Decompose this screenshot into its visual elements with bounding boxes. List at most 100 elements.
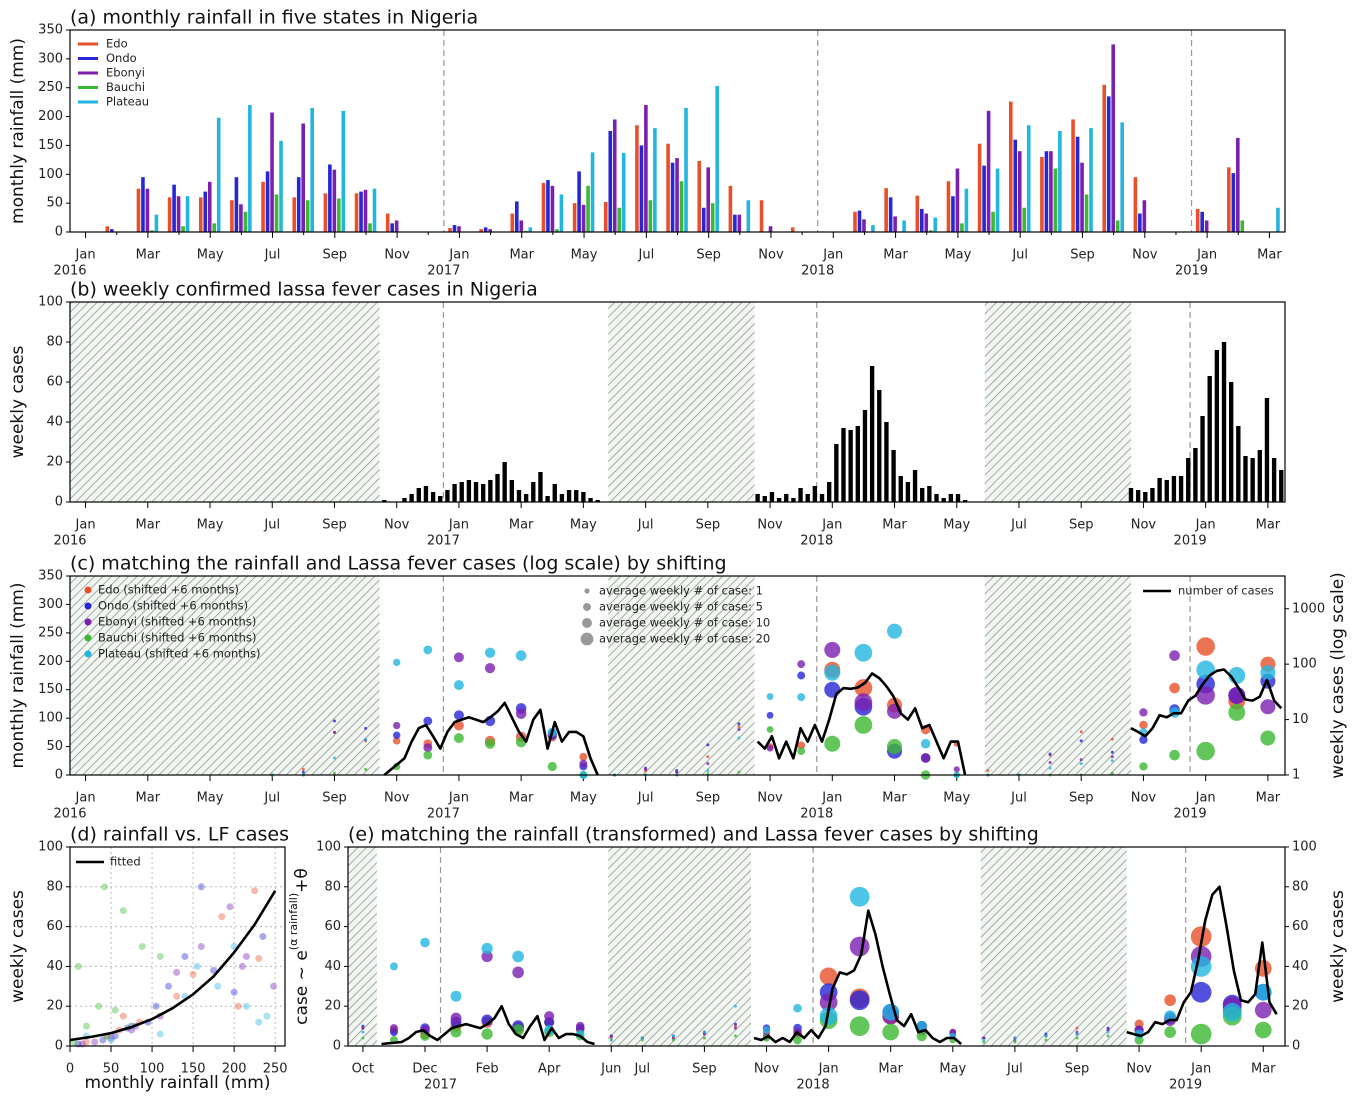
x-tick-label: Feb [476, 1062, 499, 1077]
bar [617, 207, 622, 232]
bar [1102, 84, 1107, 232]
bar [452, 484, 457, 502]
legend-label: Bauchi [106, 80, 145, 94]
point [733, 1026, 737, 1030]
bar [1257, 450, 1262, 502]
size-legend-marker [584, 588, 590, 594]
point [1079, 762, 1083, 766]
x-tick-label: 0 [66, 1062, 74, 1077]
point [263, 1012, 271, 1020]
point [824, 641, 841, 658]
x-tick-label: Sep [322, 791, 347, 806]
point [733, 1034, 737, 1038]
x-tick-label: Nov [384, 248, 410, 263]
point [156, 952, 164, 960]
bar [884, 188, 888, 232]
x-tick-label: Sep [1070, 248, 1095, 263]
x-tick-label: May [939, 1062, 966, 1077]
x-tick-label: May [943, 791, 970, 806]
bar [1271, 458, 1277, 502]
x-tick-label: Mar [878, 1062, 903, 1077]
point [107, 1036, 115, 1044]
point [886, 623, 903, 639]
y-tick-label: 80 [324, 879, 341, 894]
x-tick-label: Jan [448, 518, 469, 533]
point [706, 768, 710, 772]
bar [523, 494, 529, 502]
bar [871, 225, 875, 232]
point [824, 735, 841, 752]
bar [243, 211, 248, 232]
x-tick-label: Nov [757, 518, 783, 533]
y-tick-label: 0 [333, 1039, 341, 1054]
point [173, 968, 181, 976]
bar [1013, 139, 1018, 232]
bar [812, 486, 818, 502]
point [916, 1030, 927, 1042]
x-tick-label: Jul [1010, 791, 1027, 806]
point [453, 733, 464, 744]
point [824, 681, 841, 698]
x-tick-label: Jul [264, 248, 281, 263]
point [1013, 1036, 1017, 1040]
bar [995, 168, 1000, 232]
y-tick-label: 300 [38, 597, 63, 612]
bar [239, 204, 243, 232]
point [255, 1018, 263, 1026]
bar [1026, 125, 1031, 232]
bar [1200, 416, 1205, 502]
point [361, 1030, 365, 1034]
bar [445, 490, 450, 502]
point [579, 752, 588, 761]
size-legend-marker [580, 632, 594, 646]
point [453, 680, 464, 691]
point [332, 771, 336, 775]
point [1110, 771, 1114, 775]
shaded-period [348, 847, 377, 1046]
point [259, 933, 267, 941]
y2-tick-label: 80 [1292, 879, 1309, 894]
x-tick-label: Jan [75, 248, 96, 263]
bar [550, 185, 555, 232]
bar [1084, 194, 1089, 232]
x-tick-label: Jan [1196, 248, 1217, 263]
point [332, 730, 336, 734]
y-tick-label: 100 [38, 295, 63, 310]
bar [310, 107, 314, 232]
point [982, 1038, 986, 1042]
x-tick-label: Jan [448, 791, 469, 806]
shaded-period [980, 847, 1127, 1046]
point [849, 886, 870, 907]
bar [1022, 207, 1027, 232]
point [920, 738, 931, 749]
point [854, 693, 873, 712]
point [737, 722, 741, 726]
y-axis-label-tail: +θ [292, 868, 312, 893]
point [1196, 741, 1215, 761]
x-tick-label: Jul [637, 518, 654, 533]
bar [862, 410, 868, 502]
y-tick-label: 40 [46, 959, 63, 974]
point [481, 1028, 493, 1040]
bar [509, 480, 514, 502]
point [423, 716, 433, 726]
bar [328, 164, 332, 232]
bar [1207, 376, 1212, 502]
x-tick-label: Jul [1010, 518, 1027, 533]
point [1190, 981, 1212, 1003]
bar [951, 196, 955, 232]
point [420, 937, 430, 948]
y-tick-label: 100 [38, 167, 63, 182]
x-tick-label: Sep [1069, 791, 1094, 806]
point [733, 1022, 737, 1026]
legend-swatch [78, 57, 98, 60]
x-tick-label: Nov [384, 791, 410, 806]
y-tick-label: 100 [38, 840, 63, 855]
x-tick-label: 250 [263, 1062, 288, 1077]
legend-label: fitted [110, 855, 141, 869]
bar [644, 105, 648, 232]
x-tick-label: Jan [448, 248, 469, 263]
x-axis-label: monthly rainfall (mm) [85, 1073, 271, 1093]
point [886, 739, 903, 755]
x-tick-label: Sep [322, 518, 347, 533]
